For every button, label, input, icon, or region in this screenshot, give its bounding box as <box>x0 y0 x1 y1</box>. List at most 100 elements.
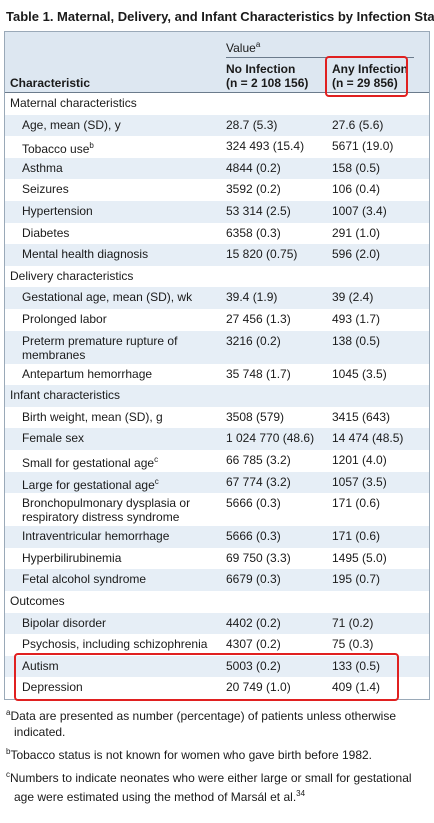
cell-value: 53 314 (2.5) <box>226 204 291 218</box>
cell-value: 596 (2.0) <box>332 247 381 262</box>
data-row: Depression 20 749 (1.0) 409 (1.4) <box>5 677 429 699</box>
row-label: Hypertension <box>22 204 217 218</box>
cell-value: 6358 (0.3) <box>226 225 281 240</box>
cell-value: 3216 (0.2) <box>226 333 281 348</box>
cell-value: 171 (0.6) <box>332 496 381 511</box>
footnote-mark: b <box>89 141 94 151</box>
row-label: Hyperbilirubinemia <box>22 551 217 565</box>
column-header: Any Infection (n = 29 856) <box>332 62 408 90</box>
column-header: Characteristic <box>10 76 91 90</box>
footnote: aData are presented as number (percentag… <box>6 705 434 740</box>
data-row: Gestational age, mean (SD), wk 39.4 (1.9)… <box>5 287 429 309</box>
cell-value: 3415 (643) <box>332 409 391 424</box>
table-title: Table 1. Maternal, Delivery, and Infant … <box>6 9 434 24</box>
footnote-text: Tobacco status is not known for women wh… <box>10 748 372 762</box>
footnote-mark: c <box>154 476 159 486</box>
row-label: Large for gestational agec <box>22 475 217 492</box>
footnote-text: Data are presented as number (percentage… <box>10 709 397 739</box>
row-label: Autism <box>22 659 217 673</box>
cell-value: 409 (1.4) <box>332 680 381 695</box>
row-label: Intraventricular hemorrhage <box>22 529 217 543</box>
cell-value: 1495 (5.0) <box>332 550 387 565</box>
data-row: Large for gestational agec 67 774 (3.2) 10… <box>5 471 429 494</box>
cell-value: 1201 (4.0) <box>332 453 387 467</box>
row-label: Age, mean (SD), y <box>22 118 217 132</box>
cell-value: 1 024 770 (48.6) <box>226 431 315 446</box>
data-row: Tobacco useb 324 493 (15.4) 5671 (19.0) <box>5 136 429 158</box>
data-row: Diabetes 6358 (0.3) 291 (1.0) <box>5 222 429 245</box>
cell-value: 106 (0.4) <box>332 182 381 197</box>
cell-value: 138 (0.5) <box>332 333 381 348</box>
cell-value: 5666 (0.3) <box>226 496 281 511</box>
cell-value: 27 456 (1.3) <box>226 312 291 326</box>
section-label: Maternal characteristics <box>10 96 137 110</box>
row-label-text: Bronchopulmonary dysplasia or respirator… <box>22 496 191 525</box>
row-label-text: Antepartum hemorrhage <box>22 366 153 381</box>
row-label: Female sex <box>22 431 217 445</box>
row-label-text: Asthma <box>22 160 63 175</box>
section-row: Outcomes <box>5 591 429 613</box>
row-label-text: Gestational age, mean (SD), wk <box>22 290 193 305</box>
cell-value: 4844 (0.2) <box>226 160 281 175</box>
cell-value: 4307 (0.2) <box>226 637 281 652</box>
column-header: No Infection (n = 2 108 156) <box>226 62 308 90</box>
column-header-line: (n = 29 856) <box>332 76 398 90</box>
cell-value: 6679 (0.3) <box>226 572 281 587</box>
footnote: bTobacco status is not known for women w… <box>6 744 434 763</box>
cell-value: 3508 (579) <box>226 409 285 424</box>
section-label: Infant characteristics <box>10 388 121 403</box>
data-row: Seizures 3592 (0.2) 106 (0.4) <box>5 179 429 201</box>
data-row: Mental health diagnosis 15 820 (0.75) 596 … <box>5 244 429 266</box>
row-label: Birth weight, mean (SD), g <box>22 410 217 424</box>
data-row: Fetal alcohol syndrome 6679 (0.3) 195 (0.7… <box>5 569 429 591</box>
section-row: Maternal characteristics <box>5 93 429 115</box>
column-header-line: (n = 2 108 156) <box>226 76 309 90</box>
column-header-line: Any Infection <box>332 62 409 76</box>
row-label-text: Preterm premature rupture of membranes <box>22 333 178 362</box>
data-row: Small for gestational agec 66 785 (3.2) 12… <box>5 450 429 472</box>
row-label-text: Bipolar disorder <box>22 615 107 630</box>
cell-value: 3592 (0.2) <box>226 182 281 197</box>
cell-value: 1045 (3.5) <box>332 366 387 381</box>
data-row: Preterm premature rupture of membranes 32… <box>5 330 429 364</box>
row-label: Gestational age, mean (SD), wk <box>22 290 217 304</box>
cell-value: 1007 (3.4) <box>332 204 387 218</box>
row-label-text: Mental health diagnosis <box>22 247 149 262</box>
cell-value: 493 (1.7) <box>332 312 381 326</box>
row-label-text: Age, mean (SD), y <box>22 117 121 132</box>
row-label-text: Intraventricular hemorrhage <box>22 529 170 544</box>
row-label-text: Fetal alcohol syndrome <box>22 572 147 587</box>
footnote-mark: a <box>255 40 261 49</box>
cell-value: 75 (0.3) <box>332 637 374 652</box>
row-label: Asthma <box>22 161 217 175</box>
footnote-text: Numbers to indicate neonates who were ei… <box>10 771 412 804</box>
section-row: Infant characteristics <box>5 385 429 407</box>
row-label-text: Psychosis, including schizophrenia <box>22 637 208 652</box>
row-label-text: Diabetes <box>22 225 70 240</box>
row-label: Tobacco useb <box>22 139 217 156</box>
row-label-text: Depression <box>22 680 83 695</box>
cell-value: 5671 (19.0) <box>332 139 394 154</box>
data-row: Intraventricular hemorrhage 5666 (0.3) 171… <box>5 526 429 548</box>
footnote-mark: c <box>6 770 10 779</box>
cell-value: 195 (0.7) <box>332 572 381 587</box>
section-row: Delivery characteristics <box>5 265 429 288</box>
cell-value: 71 (0.2) <box>332 615 374 630</box>
group-label: Value <box>226 41 256 55</box>
section-label: Outcomes <box>10 594 65 608</box>
cell-value: 171 (0.6) <box>332 529 381 544</box>
cell-value: 291 (1.0) <box>332 225 381 240</box>
data-row: Female sex 1 024 770 (48.6) 14 474 (48.5) <box>5 428 429 450</box>
row-label: Depression <box>22 680 217 694</box>
row-label: Bipolar disorder <box>22 616 217 630</box>
data-row: Bipolar disorder 4402 (0.2) 71 (0.2) <box>5 612 429 635</box>
data-row: Bronchopulmonary dysplasia or respirator… <box>5 493 429 527</box>
footnote: cNumbers to indicate neonates who were e… <box>6 767 434 805</box>
data-row: Prolonged labor 27 456 (1.3) 493 (1.7) <box>5 309 429 331</box>
row-label: Small for gestational agec <box>22 453 217 470</box>
data-row: Autism 5003 (0.2) 133 (0.5) <box>5 655 429 678</box>
highlight-box <box>325 56 408 97</box>
cell-value: 27.6 (5.6) <box>332 117 384 132</box>
data-row: Antepartum hemorrhage 35 748 (1.7) 1045 (3… <box>5 363 429 386</box>
